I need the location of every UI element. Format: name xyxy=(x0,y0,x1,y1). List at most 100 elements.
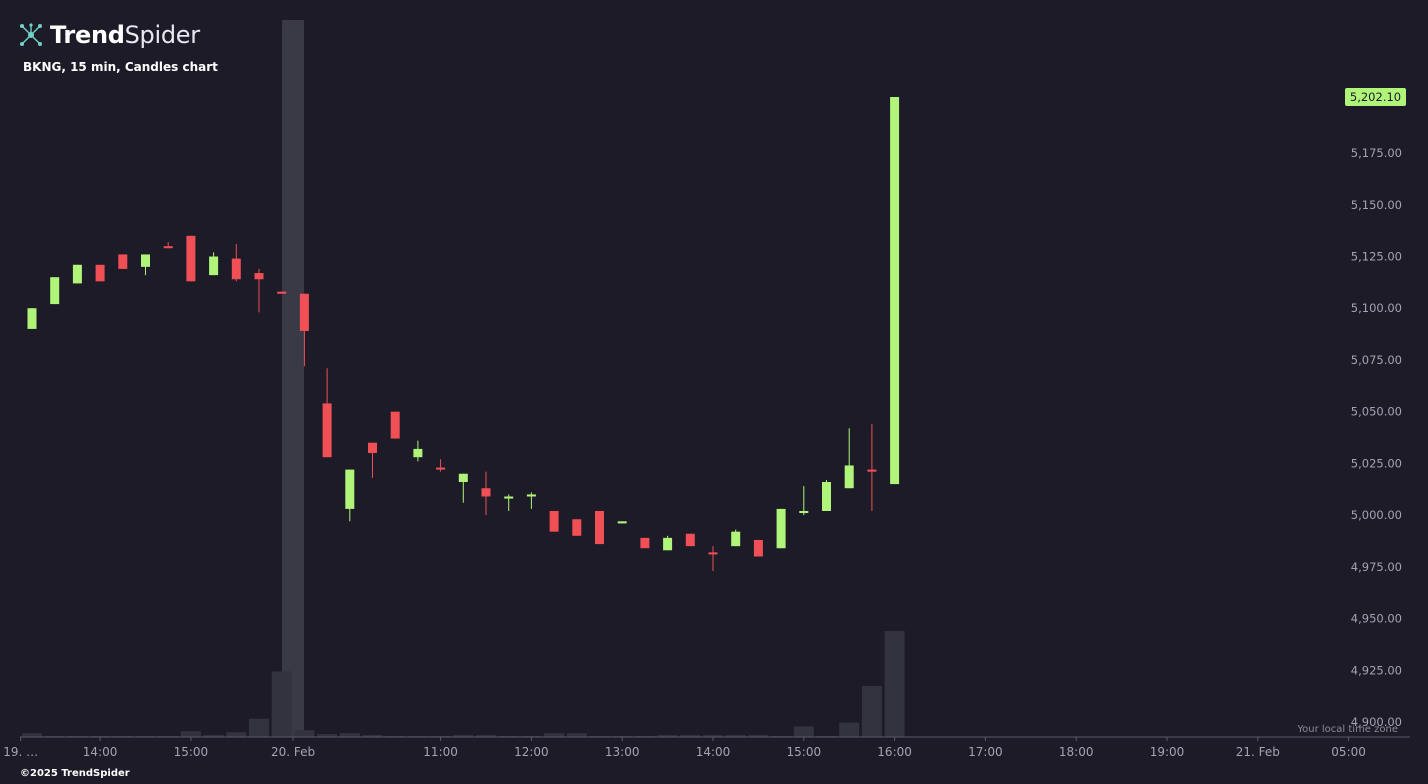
candle[interactable] xyxy=(368,442,377,478)
x-tick-label: 17:00 xyxy=(968,745,1003,759)
candle-body xyxy=(708,552,718,555)
candle-body xyxy=(413,448,423,458)
x-tick-label: 12:00 xyxy=(514,745,549,759)
y-tick-label: 5,050.00 xyxy=(1351,405,1402,419)
candle-body xyxy=(776,508,786,549)
candle-body xyxy=(504,496,514,499)
candle[interactable] xyxy=(345,469,355,522)
candle[interactable] xyxy=(322,368,332,458)
volume-bar xyxy=(226,732,247,737)
candle-body xyxy=(799,510,809,514)
candle[interactable] xyxy=(254,268,264,313)
y-axis-ticks: 4,900.00 4,925.00 4,950.00 4,975.00 5,000.00… xyxy=(1351,146,1402,729)
brand-name-bold: Trend xyxy=(50,21,125,49)
volume-bar xyxy=(249,718,269,737)
candle-body xyxy=(595,510,604,545)
candle[interactable] xyxy=(595,510,604,545)
candle[interactable] xyxy=(50,277,60,305)
candle-body xyxy=(867,469,877,472)
session-break-band xyxy=(282,20,305,737)
candle[interactable] xyxy=(458,473,468,503)
candle[interactable] xyxy=(799,486,809,516)
candle[interactable] xyxy=(708,546,718,571)
spider-network-icon xyxy=(20,23,42,46)
candle-body xyxy=(254,273,264,280)
volume-bar xyxy=(748,735,769,737)
volume-bar xyxy=(294,730,315,737)
candle[interactable] xyxy=(186,235,196,282)
volume-bar xyxy=(453,735,474,737)
chart-title: BKNG, 15 min, Candles chart xyxy=(23,60,218,74)
y-tick-label: 4,950.00 xyxy=(1351,612,1402,626)
candle[interactable] xyxy=(163,242,173,249)
candle[interactable] xyxy=(867,424,877,511)
x-tick-label: 20. Feb xyxy=(271,745,315,759)
brand-logo[interactable]: TrendSpider xyxy=(18,20,200,50)
candle[interactable] xyxy=(504,494,514,511)
x-tick-label: 05:00 xyxy=(1331,745,1366,759)
candle[interactable] xyxy=(436,459,446,472)
volume-bar xyxy=(317,734,338,737)
volume-bar xyxy=(203,735,224,737)
candle-body xyxy=(322,403,332,458)
candle[interactable] xyxy=(299,293,309,367)
candle[interactable] xyxy=(753,539,763,557)
candle-body xyxy=(390,411,400,439)
candle[interactable] xyxy=(572,519,582,536)
candle[interactable] xyxy=(890,97,900,485)
candle[interactable] xyxy=(731,529,741,547)
candles-layer xyxy=(27,97,900,571)
candle[interactable] xyxy=(776,508,786,549)
candle[interactable] xyxy=(844,428,854,489)
last-price-badge xyxy=(1345,88,1406,106)
candle[interactable] xyxy=(413,440,423,462)
candle-body xyxy=(345,469,355,509)
candle[interactable] xyxy=(27,308,37,329)
x-tick-label: 13:00 xyxy=(605,745,640,759)
candle[interactable] xyxy=(822,479,831,511)
volume-bar xyxy=(839,722,860,737)
candle-body xyxy=(141,254,150,267)
timezone-note: Your local time zone xyxy=(1297,724,1398,735)
candle[interactable] xyxy=(390,411,400,439)
x-tick-label: 14:00 xyxy=(696,745,731,759)
volume-bar xyxy=(339,733,360,737)
last-price-label: 5,202.10 xyxy=(1350,90,1401,104)
candle-body xyxy=(436,467,446,470)
candle-body xyxy=(299,293,309,331)
candle-body xyxy=(186,235,196,282)
candle-body xyxy=(368,442,377,454)
candle[interactable] xyxy=(685,533,695,547)
x-tick-label: 21. Feb xyxy=(1236,745,1280,759)
candle[interactable] xyxy=(209,252,219,276)
candle[interactable] xyxy=(526,492,536,509)
candle-body xyxy=(277,291,287,294)
candle[interactable] xyxy=(141,254,150,276)
brand-name: TrendSpider xyxy=(50,21,200,49)
volume-bar xyxy=(566,733,587,737)
candle[interactable] xyxy=(481,471,491,516)
x-tick-label: 14:00 xyxy=(83,745,118,759)
y-tick-label: 4,975.00 xyxy=(1351,560,1402,574)
candle[interactable] xyxy=(95,264,105,282)
candle[interactable] xyxy=(118,254,128,269)
candle-body xyxy=(95,264,105,282)
candle[interactable] xyxy=(640,537,650,549)
volume-bar xyxy=(476,735,496,737)
y-tick-label: 5,125.00 xyxy=(1351,250,1402,264)
candle-body xyxy=(617,521,627,524)
x-tick-label: 18:00 xyxy=(1059,745,1094,759)
volume-bar xyxy=(544,733,565,737)
volume-bar xyxy=(884,631,905,737)
candle[interactable] xyxy=(663,535,673,551)
candle-body xyxy=(163,246,173,249)
candle[interactable] xyxy=(617,521,627,524)
candle-body xyxy=(822,482,831,511)
x-tick-label: 15:00 xyxy=(787,745,822,759)
candle[interactable] xyxy=(72,264,82,284)
candle[interactable] xyxy=(277,291,287,294)
y-tick-label: 5,025.00 xyxy=(1351,456,1402,470)
candle[interactable] xyxy=(549,510,559,532)
candle[interactable] xyxy=(231,244,241,282)
